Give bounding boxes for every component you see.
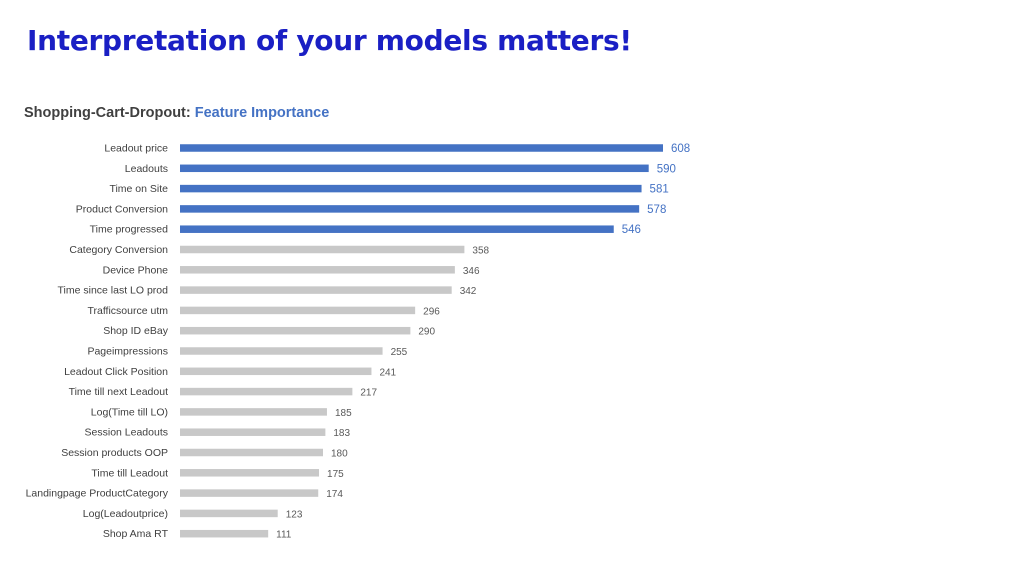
category-label: Shop ID eBay [103,325,169,337]
bar [180,408,327,416]
bar [180,529,269,538]
bar [180,489,319,497]
category-label: Category Conversion [69,244,168,256]
data-label: 346 [463,266,480,277]
bar [180,286,452,294]
category-label: Landingpage ProductCategory [26,488,169,500]
bar [180,469,320,477]
category-label: Time since last LO prod [58,285,169,297]
category-label: Product Conversion [76,203,168,215]
category-label: Leadout price [104,143,168,155]
category-label: Log(Time till LO) [91,406,168,418]
bar [180,306,416,315]
data-label: 183 [333,428,350,439]
slide-title: Interpretation of your models matters! [27,24,632,57]
bar [180,367,372,376]
category-label: Time progressed [90,224,169,236]
bar-highlighted [180,184,642,193]
chart-title: Shopping-Cart-Dropout: Feature Importanc… [24,105,329,121]
category-label: Time on Site [109,183,168,195]
category-label: Leadouts [125,163,168,175]
bar [180,347,383,355]
data-label: 358 [472,246,489,257]
data-label: 123 [286,509,303,520]
bar [180,448,323,457]
data-label: 217 [360,388,377,399]
bar-highlighted [180,225,614,233]
category-label: Session products OOP [61,447,168,459]
data-label: 342 [460,286,477,297]
bar-highlighted [180,164,649,173]
bar [180,387,353,396]
data-label: 174 [326,489,343,500]
category-label: Device Phone [103,264,169,276]
data-label: 241 [379,367,396,378]
data-label: 546 [622,224,641,236]
data-label: 608 [671,143,690,155]
data-label: 590 [657,163,676,175]
category-label: Log(Leadoutprice) [83,508,168,520]
chart-title-prefix: Shopping-Cart-Dropout: [24,105,191,121]
bar [180,245,465,254]
data-label: 255 [391,347,408,358]
category-label: Trafficsource utm [87,305,168,317]
bar [180,428,326,436]
category-label: Time till next Leadout [69,386,168,398]
data-label: 185 [335,408,352,419]
category-label: Session Leadouts [85,427,168,439]
data-label: 296 [423,306,440,317]
category-label: Leadout Click Position [64,366,168,378]
bar [180,326,411,335]
data-label: 290 [418,327,435,338]
bar [180,266,455,274]
data-label: 578 [647,204,666,216]
chart-title-accent: Feature Importance [194,105,330,121]
bar-highlighted [180,144,663,152]
category-label: Pageimpressions [87,346,168,358]
data-label: 180 [331,449,348,460]
bar [180,509,278,518]
category-label: Time till Leadout [91,467,168,479]
data-label: 175 [327,469,344,480]
data-label: 111 [276,530,292,541]
bar-highlighted [180,205,640,213]
category-label: Shop Ama RT [103,528,169,540]
data-label: 581 [650,184,669,196]
